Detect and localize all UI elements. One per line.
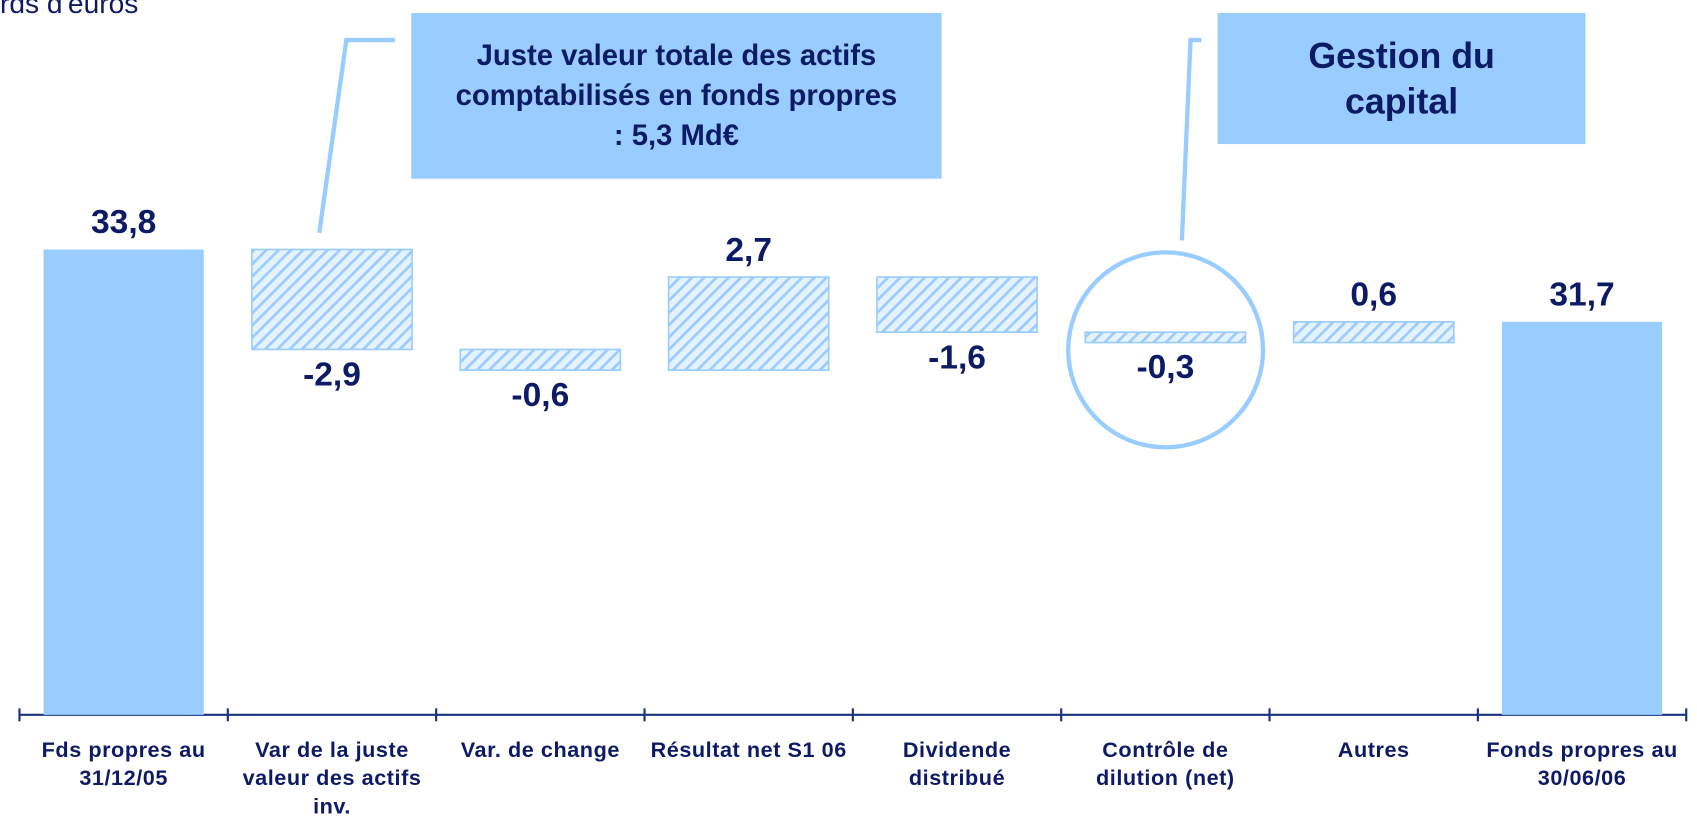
x-tick-label: Autres [1337, 738, 1410, 763]
delta-bar [1084, 331, 1247, 344]
value-label: -1,6 [928, 337, 986, 376]
value-label: -0,6 [511, 375, 570, 414]
value-label: -0,3 [1136, 347, 1195, 386]
x-tick-label: Var. de change [460, 738, 620, 763]
delta-bar [667, 276, 830, 371]
x-tick-label: Contrôle de dilution (net) [1096, 738, 1235, 791]
delta-bar [876, 276, 1038, 334]
x-tick-label: Fds propres au 31/12/05 [41, 738, 206, 791]
unit-label: rds d'euros [0, 0, 139, 20]
value-label: -2,9 [303, 354, 361, 393]
leader-line [317, 37, 396, 234]
x-tick-label: Fonds propres au 30/06/06 [1486, 738, 1678, 791]
delta-bar [251, 248, 413, 351]
value-label: 31,7 [1549, 275, 1615, 314]
value-label: 0,6 [1350, 275, 1398, 314]
callout: Gestion du capital [1217, 12, 1586, 145]
x-tick-label: Var de la juste valeur des actifs inv. [242, 738, 422, 819]
total-bar [1501, 321, 1663, 715]
x-tick-label: Résultat net S1 06 [650, 738, 847, 763]
x-tick-label: Dividende distribué [902, 738, 1012, 791]
delta-bar [459, 348, 622, 371]
total-bar [43, 249, 204, 715]
value-label: 33,8 [90, 202, 157, 241]
delta-bar [1292, 321, 1455, 344]
callout: Juste valeur totale des actifs comptabil… [411, 12, 942, 179]
highlight-circle [1066, 250, 1266, 450]
value-label: 2,7 [725, 230, 773, 269]
leader-line [1179, 37, 1202, 241]
